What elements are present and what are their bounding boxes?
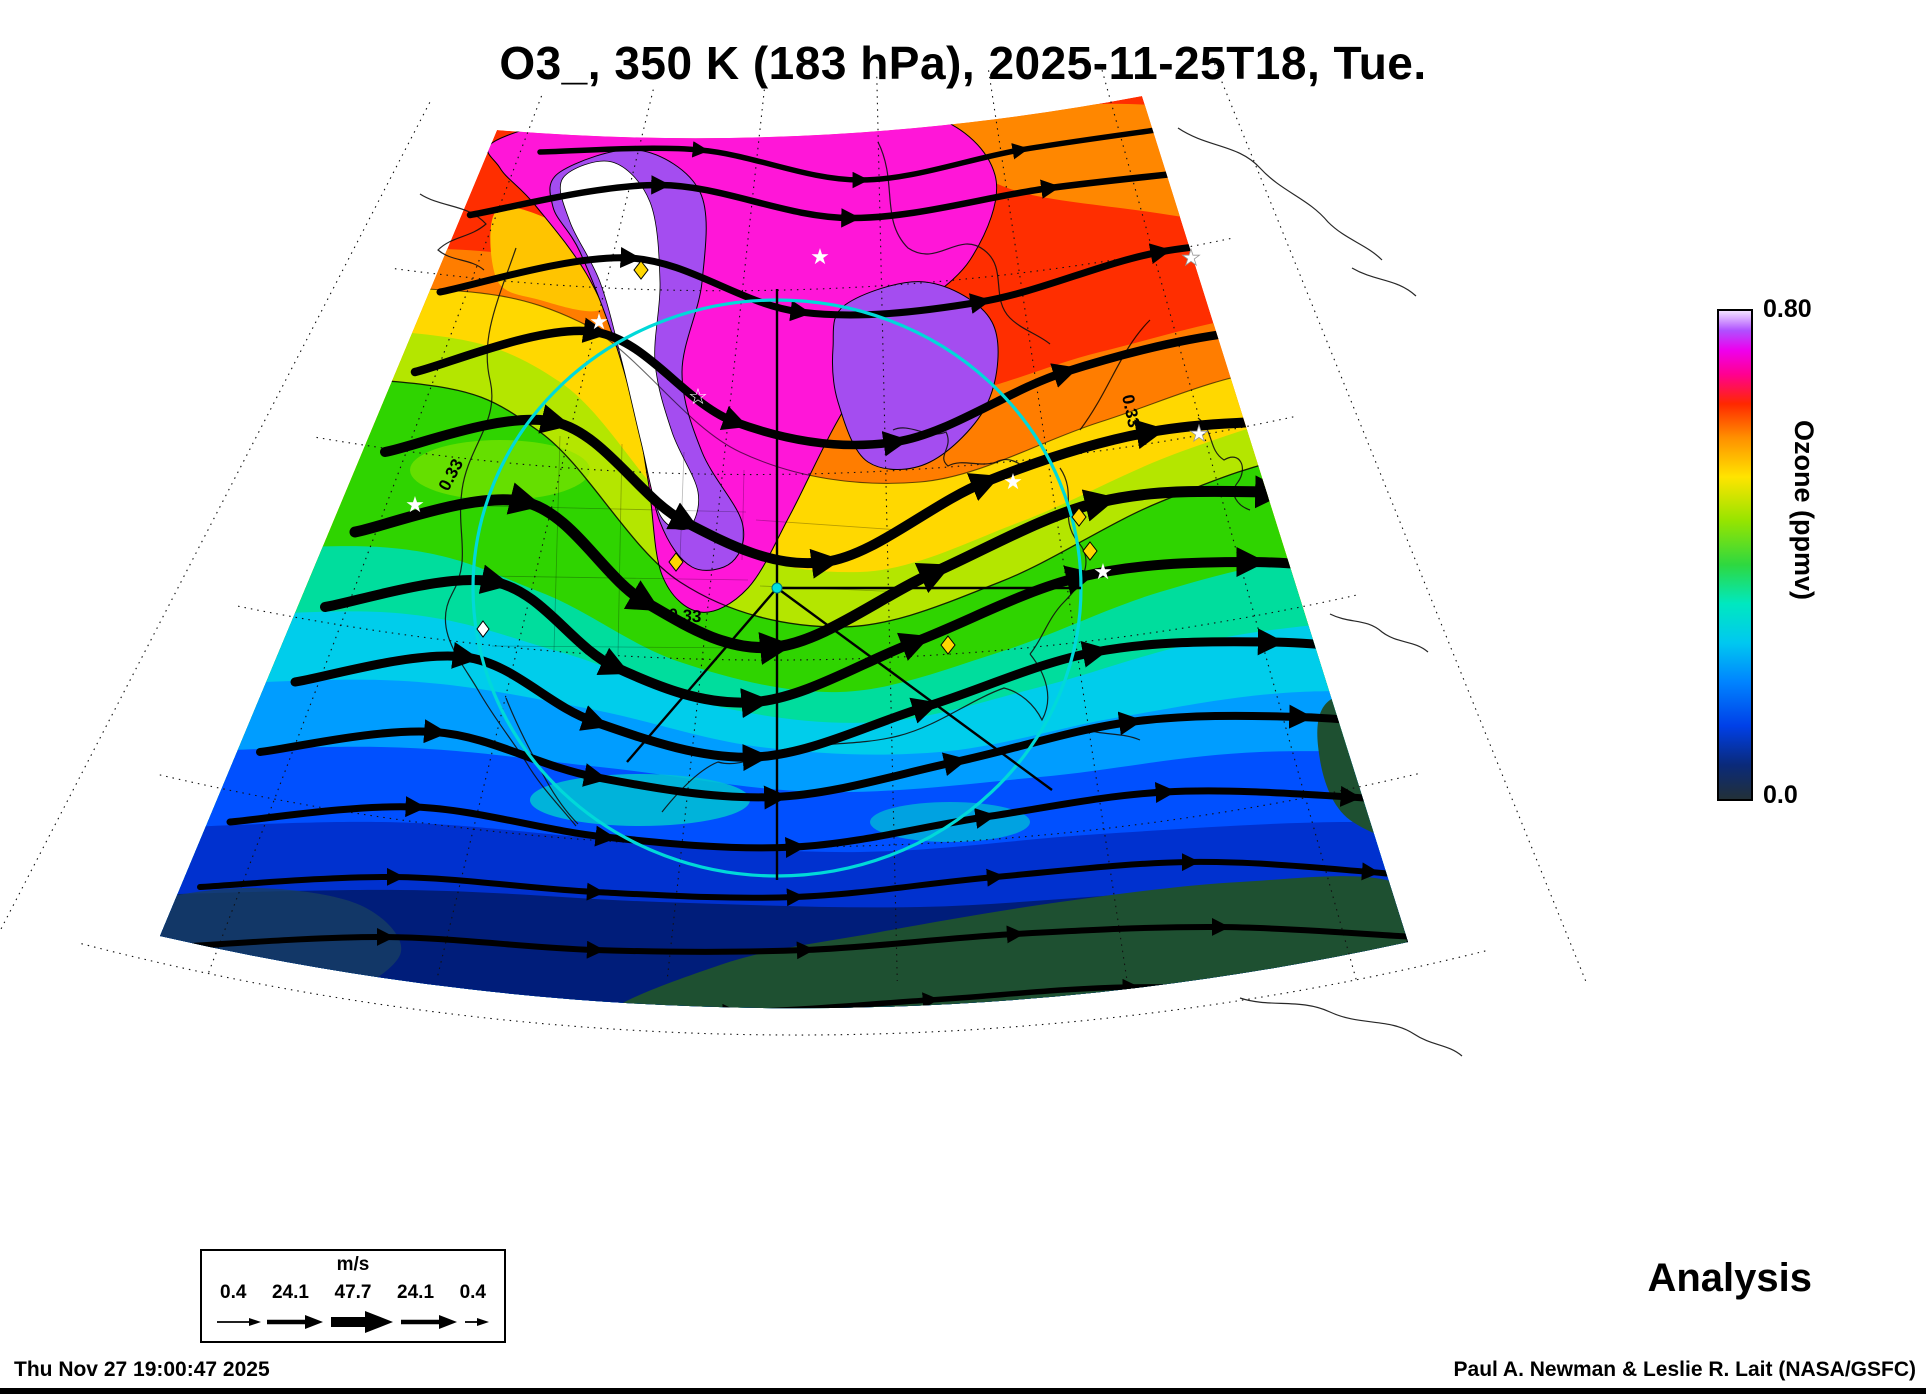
wind-arrowhead-icon xyxy=(305,1315,323,1329)
wind-legend-arrows xyxy=(217,1311,489,1333)
plot-title: O3_, 350 K (183 hPa), 2025-11-25T18, Tue… xyxy=(499,37,1427,89)
colorbar-axis-label: Ozone (ppmv) xyxy=(1789,420,1819,600)
station-diamond-marker xyxy=(1071,507,1087,527)
coastline xyxy=(1177,127,1383,261)
station-diamond-marker xyxy=(668,552,684,572)
wind-legend-values: 0.4 24.1 47.7 24.1 0.4 xyxy=(202,1282,504,1304)
wind-legend-value: 47.7 xyxy=(334,1281,372,1303)
wind-arrowhead-icon xyxy=(439,1315,457,1329)
wind-legend-value: 24.1 xyxy=(397,1281,435,1303)
station-diamond-marker xyxy=(940,635,956,655)
contour-value-label: 0.33 xyxy=(668,605,702,626)
wind-streamlines xyxy=(172,120,1408,1009)
station-star-marker: ★ xyxy=(405,493,425,518)
station-star-marker: ★ xyxy=(1003,470,1023,495)
ozone-field xyxy=(160,96,1408,1009)
field-patch xyxy=(490,207,614,312)
overlay-marks: ★ ★ ★ ★ ★ ☆ ★ ★ xyxy=(405,245,1209,880)
streamline xyxy=(172,917,1408,960)
wind-arrowhead-icon xyxy=(249,1318,261,1326)
wind-legend-value: 0.4 xyxy=(220,1281,247,1303)
meridian-line xyxy=(206,95,543,977)
station-star-marker: ★ xyxy=(1181,246,1201,271)
coastline xyxy=(1351,267,1417,297)
crosshair-diagonal-line xyxy=(776,587,1053,791)
station-diamond-marker xyxy=(633,260,649,280)
wind-legend-value: 0.4 xyxy=(459,1281,486,1303)
colorbar xyxy=(1717,309,1753,801)
coastline xyxy=(419,193,487,271)
station-star-marker: ☆ xyxy=(688,385,708,410)
meridian-line xyxy=(0,102,431,933)
footer-credit: Paul A. Newman & Leslie R. Lait (NASA/GS… xyxy=(1453,1358,1916,1381)
crosshair-diagonal-line xyxy=(626,587,778,763)
station-diamond-marker xyxy=(1082,541,1098,561)
wind-legend-units: m/s xyxy=(336,1254,370,1275)
station-diamond-marker xyxy=(476,620,490,638)
parallel-line xyxy=(81,943,1487,1036)
wind-arrowhead-icon xyxy=(477,1318,489,1326)
analysis-label: Analysis xyxy=(1647,1256,1812,1300)
station-star-marker: ★ xyxy=(589,310,609,335)
coastline xyxy=(1239,997,1463,1057)
center-dot xyxy=(771,582,783,594)
parallel-line xyxy=(316,415,1296,476)
streamline xyxy=(436,228,1342,322)
streamline xyxy=(197,853,1408,907)
station-star-marker: ★ xyxy=(1189,422,1209,447)
streamline xyxy=(226,782,1408,858)
footer-timestamp: Thu Nov 27 19:00:47 2025 xyxy=(14,1358,270,1381)
colorbar-min-label: 0.0 xyxy=(1763,781,1798,809)
station-star-marker: ★ xyxy=(810,245,830,270)
colorbar-max-label: 0.80 xyxy=(1763,295,1812,323)
bottom-border xyxy=(0,1388,1926,1394)
wind-legend-value: 24.1 xyxy=(271,1281,309,1303)
streamline xyxy=(466,159,1241,228)
coastline xyxy=(1329,613,1429,653)
wind-speed-legend: m/s 0.4 24.1 47.7 24.1 0.4 xyxy=(200,1249,506,1343)
station-star-marker: ★ xyxy=(1093,560,1113,585)
wind-arrowhead-icon xyxy=(365,1311,393,1333)
